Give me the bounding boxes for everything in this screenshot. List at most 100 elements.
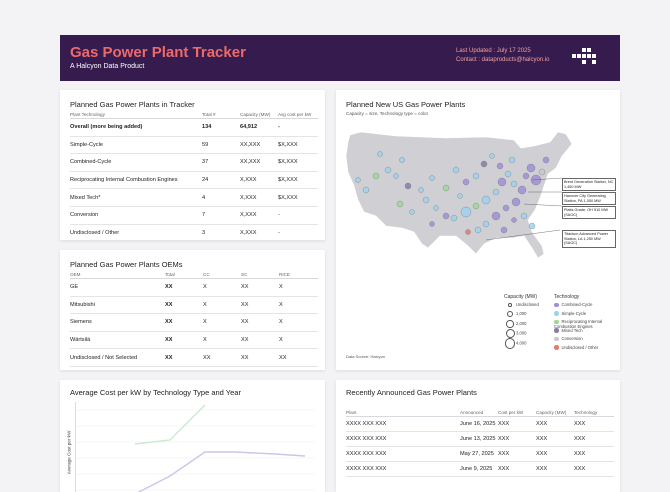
- table-row[interactable]: Simple-Cycle 59 XX,XXX $X,XXX: [70, 136, 318, 155]
- table-cell: X: [279, 296, 318, 315]
- us-map[interactable]: [336, 120, 620, 320]
- technology-legend-label: Combined-Cycle: [561, 302, 593, 307]
- plant-marker[interactable]: [429, 175, 435, 181]
- plant-marker[interactable]: [393, 173, 399, 179]
- table-row[interactable]: Reciprocating Internal Combustion Engine…: [70, 171, 318, 190]
- table-header-row: Plant Announced Cost per kW Capacity (MW…: [346, 408, 614, 417]
- table-row[interactable]: Mitsubishi XX X XX X: [70, 296, 318, 315]
- table-cell: XXX: [536, 416, 574, 432]
- table-row[interactable]: XXXX XXX XXX May 27, 2025 XXX XXX XXX: [346, 446, 614, 462]
- table-cell: $X,XXX: [278, 188, 318, 207]
- column-header: Avg cost per kW: [278, 110, 318, 119]
- plant-marker[interactable]: [422, 196, 430, 204]
- plant-marker[interactable]: [362, 186, 370, 194]
- table-row[interactable]: Undisclosed / Other 3 X,XXX -: [70, 224, 318, 240]
- plant-marker[interactable]: [460, 206, 472, 218]
- table-row[interactable]: Undisclosed / Not Selected XX XX XX XX: [70, 348, 318, 367]
- plant-marker[interactable]: [517, 185, 527, 195]
- technology-legend-label: Simple-Cycle: [561, 310, 587, 316]
- plant-marker[interactable]: [372, 172, 380, 180]
- plant-marker[interactable]: [480, 160, 488, 168]
- plant-marker[interactable]: [530, 174, 542, 186]
- table-cell: XXX: [536, 446, 574, 462]
- plant-marker[interactable]: [528, 222, 536, 230]
- column-header: Capacity (MW): [536, 408, 574, 417]
- table-row[interactable]: XXXX XXX XXX June 9, 2025 XXX XXX XXX: [346, 461, 614, 477]
- plant-marker[interactable]: [522, 172, 530, 180]
- plant-marker[interactable]: [442, 212, 450, 220]
- plant-marker[interactable]: [504, 170, 512, 178]
- technology-swatch-icon: [554, 319, 559, 325]
- plant-marker[interactable]: [511, 197, 521, 207]
- contact-link[interactable]: Contact : dataproducts@halcyon.io: [456, 57, 550, 63]
- plant-marker[interactable]: [355, 177, 361, 183]
- column-header: OEM: [70, 270, 165, 279]
- table-row[interactable]: Conversion 7 X,XXX -: [70, 206, 318, 225]
- table-row[interactable]: Overall (more being added) 134 64,912-: [70, 118, 318, 137]
- capacity-circle-icon: [506, 320, 514, 328]
- table-row[interactable]: Wärtsilä XX X XX X: [70, 331, 318, 350]
- series-line: [134, 404, 206, 445]
- plant-marker[interactable]: [510, 180, 518, 188]
- table-row[interactable]: Siemens XX X XX X: [70, 313, 318, 332]
- plant-marker[interactable]: [384, 166, 392, 174]
- plant-marker[interactable]: [511, 217, 517, 223]
- table-row[interactable]: Combined-Cycle 37 XX,XXX $X,XXX: [70, 153, 318, 172]
- plant-marker[interactable]: [472, 202, 480, 210]
- plant-marker[interactable]: [474, 226, 482, 234]
- plant-marker[interactable]: [399, 157, 405, 163]
- capacity-legend-label: 1,000: [516, 311, 527, 317]
- plant-marker[interactable]: [442, 184, 450, 192]
- table-row[interactable]: Mixed Tech* 4 X,XXX $X,XXX: [70, 188, 318, 207]
- table-header-row: OEM Total CC SC RICE: [70, 270, 318, 279]
- plant-marker[interactable]: [409, 209, 415, 215]
- plant-marker[interactable]: [489, 153, 495, 159]
- column-header: Plant Technology: [70, 110, 202, 119]
- plant-marker[interactable]: [465, 229, 471, 235]
- table-cell: $X,XXX: [278, 171, 318, 190]
- plant-marker[interactable]: [450, 214, 458, 222]
- plant-marker[interactable]: [472, 172, 480, 180]
- table-row[interactable]: GE XX X XX X: [70, 278, 318, 297]
- plant-marker[interactable]: [496, 162, 504, 170]
- plant-marker[interactable]: [457, 193, 463, 199]
- column-header: Total #: [202, 110, 240, 119]
- plant-marker[interactable]: [396, 200, 404, 208]
- plant-marker[interactable]: [526, 163, 536, 173]
- table-row[interactable]: XXXX XXX XXX June 16, 2025 XXX XXX XXX: [346, 416, 614, 432]
- plant-marker[interactable]: [538, 168, 546, 176]
- plant-marker[interactable]: [452, 166, 460, 174]
- plant-marker[interactable]: [491, 211, 501, 221]
- capacity-legend-item: 2,000: [504, 320, 526, 328]
- table-cell: X: [279, 313, 318, 332]
- technology-legend-label: Mixed Tech: [561, 327, 583, 333]
- planned-plants-table: Plant Technology Total # Capacity (MW) A…: [70, 110, 318, 240]
- y-axis-label: Average Cost per kW: [66, 430, 72, 475]
- plant-marker[interactable]: [502, 204, 510, 212]
- plant-marker[interactable]: [404, 182, 412, 190]
- plant-marker[interactable]: [492, 188, 500, 196]
- plant-marker[interactable]: [429, 221, 435, 227]
- plant-marker[interactable]: [482, 220, 490, 228]
- table-cell: XX: [241, 313, 279, 332]
- plant-marker[interactable]: [542, 156, 550, 164]
- table-cell: X,XXX: [240, 188, 278, 207]
- capacity-legend-label: 3,000: [516, 330, 527, 336]
- plant-marker[interactable]: [462, 178, 470, 186]
- table-cell: 3: [202, 224, 240, 240]
- table-row[interactable]: XXXX XXX XXX June 13, 2025 XXX XXX XXX: [346, 431, 614, 447]
- plant-marker[interactable]: [418, 187, 424, 193]
- capacity-legend-label: 4,000: [516, 340, 527, 346]
- plant-marker[interactable]: [508, 156, 516, 164]
- plant-marker[interactable]: [481, 195, 491, 205]
- plant-marker[interactable]: [377, 151, 383, 157]
- table-cell: XX,XXX: [240, 136, 278, 155]
- table-cell: $X,XXX: [278, 136, 318, 155]
- technology-legend: Technology Combined-Cycle Simple-Cycle Rec…: [554, 294, 618, 358]
- plant-marker[interactable]: [497, 177, 507, 187]
- plant-marker[interactable]: [433, 205, 439, 211]
- plant-marker[interactable]: [500, 226, 508, 234]
- column-header: RICE: [279, 270, 318, 279]
- recent-plants-table: Plant Announced Cost per kW Capacity (MW…: [346, 408, 614, 477]
- plant-marker[interactable]: [520, 212, 528, 220]
